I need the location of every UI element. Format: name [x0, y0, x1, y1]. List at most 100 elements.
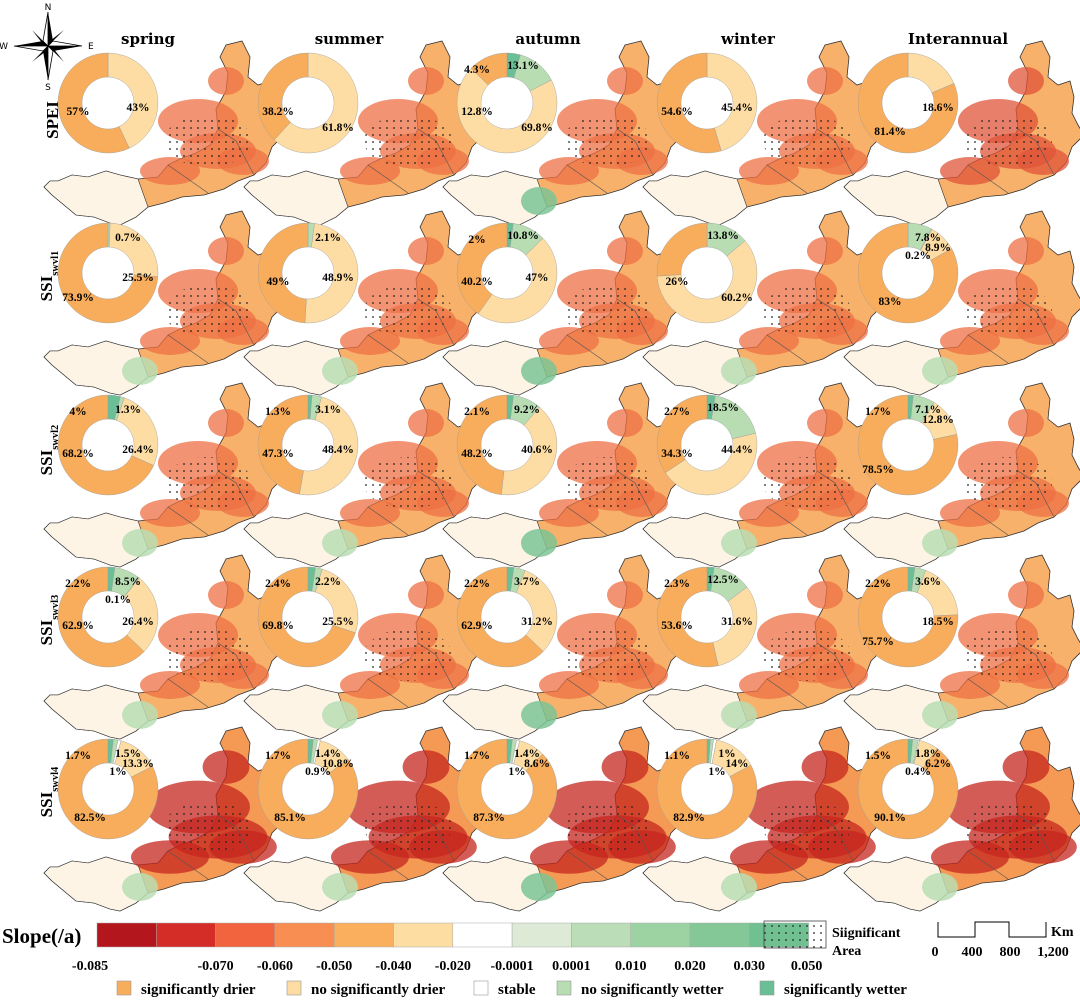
drying-hotspot — [539, 327, 599, 355]
donut-label-no-significantly-drier: 13.3% — [122, 758, 154, 770]
donut-slice-significantly-drier — [857, 394, 959, 496]
donut-label-significantly-drier: 81.4% — [874, 126, 906, 138]
province-boundary — [367, 850, 409, 880]
drying-hotspot — [1008, 409, 1044, 437]
arid-west-area — [642, 170, 748, 226]
panel-summer-row-1: 38.2% 61.8% — [243, 40, 485, 226]
compass-north-label: N — [45, 3, 52, 13]
arid-west-area — [43, 512, 149, 568]
province-boundary — [967, 164, 1009, 194]
region-map — [243, 382, 485, 568]
donut-label-significantly-drier: 38.2% — [262, 106, 294, 118]
region-map — [642, 726, 884, 912]
region-map — [43, 726, 285, 912]
panel-winter-row-5: 82.9% 14%1% 1% 1.1% — [642, 726, 884, 912]
colorbar-bin — [511, 922, 572, 948]
arid-west-area — [43, 684, 149, 740]
donut-label-stable: 0.1% — [105, 594, 131, 606]
drying-hotspot — [408, 581, 444, 609]
arid-west-area — [243, 340, 349, 396]
province-boundary — [616, 814, 654, 862]
donut-chart: 90.1% 6.2%0.4% 1.8% 1.5% — [857, 738, 959, 840]
legend-label-significantly-wetter: significantly wetter — [784, 982, 907, 998]
row-label-ssi-swvl1: SSIswvl1 — [37, 251, 61, 302]
donut-label-significantly-drier: 47.3% — [262, 448, 294, 460]
province-boundary — [967, 506, 1009, 536]
legend-label-stable: stable — [498, 982, 536, 998]
panel-interannual-row-3: 78.5% 12.8%7.1% 1.7% — [843, 382, 1080, 568]
compass-rose-icon: N S E W — [0, 3, 94, 93]
donut-label-significantly-drier: 83% — [879, 296, 902, 308]
drying-hotspot — [1008, 67, 1044, 95]
donut-label-no-significantly-drier: 14% — [726, 758, 749, 770]
region-map — [442, 210, 684, 396]
donut-label-no-significantly-wetter: 13.8% — [707, 230, 739, 242]
scale-bar-unit: Km — [1051, 925, 1074, 940]
donut-label-stable: 0.2% — [905, 250, 931, 262]
drying-hotspot — [940, 157, 1000, 185]
panel-interannual-row-4: 75.7% 18.5% 3.6% 2.2% — [843, 554, 1080, 740]
drying-hotspot — [1002, 750, 1050, 784]
province-boundary — [367, 506, 409, 536]
donut-label-significantly-wetter: 1.7% — [265, 750, 291, 762]
donut-chart: 48.2% 40.6% 9.2% 2.1% — [456, 394, 558, 496]
arid-west-area — [442, 512, 548, 568]
donut-label-no-significantly-drier: 60.2% — [721, 292, 753, 304]
colorbar-tick-label: 0.010 — [615, 959, 647, 974]
donut-slice-no-significantly-drier — [477, 238, 558, 324]
significant-stipple — [763, 285, 851, 337]
drying-hotspot — [607, 581, 643, 609]
donut-label-significantly-wetter: 1.7% — [65, 750, 91, 762]
drying-hotspot — [408, 409, 444, 437]
drying-hotspot — [202, 750, 250, 784]
drying-hotspot — [807, 67, 843, 95]
donut-label-significantly-drier: 48.2% — [461, 448, 493, 460]
significant-stipple — [763, 115, 851, 167]
province-boundary — [566, 506, 608, 536]
donut-label-significantly-wetter: 1.7% — [865, 406, 891, 418]
arid-west-area — [43, 340, 149, 396]
legend-swatch-no-significantly-wetter — [556, 980, 572, 996]
significant-area-label-line2: Area — [832, 944, 861, 959]
donut-slice-significantly-drier — [257, 52, 309, 141]
row-label-ssi-swvl4: SSIswvl4 — [37, 766, 61, 817]
donut-label-stable: 1% — [708, 766, 725, 778]
season-header-interannual: Interannual — [908, 30, 1008, 48]
donut-label-significantly-drier: 49% — [267, 276, 290, 288]
wetting-patch — [322, 701, 358, 729]
donut-chart: 12.8% 69.8% 13.1% 4.3% — [456, 52, 558, 154]
donut-slice-significantly-drier — [656, 566, 719, 668]
donut-slice-significantly-drier — [456, 738, 558, 840]
donut-label-significantly-drier: 69.8% — [262, 620, 294, 632]
donut-chart: 40.2% 47% 10.8% 2% — [456, 222, 558, 324]
scale-bar-tick-800: 800 — [1000, 945, 1021, 960]
drying-hotspot — [539, 157, 599, 185]
wetting-patch — [521, 873, 557, 901]
wetting-patch — [521, 701, 557, 729]
donut-label-significantly-drier: 68.2% — [62, 448, 94, 460]
significant-stipple — [763, 457, 851, 509]
wetting-patch — [922, 873, 958, 901]
colorbar-title: Slope(/a) — [2, 924, 81, 948]
significant-stipple — [364, 285, 452, 337]
donut-chart: 82.5% 13.3%1% 1.5% 1.7% — [57, 738, 159, 840]
donut-chart: 62.9% 31.2% 3.7% 2.2% — [456, 566, 558, 668]
drying-hotspot — [807, 409, 843, 437]
province-boundary — [1017, 814, 1055, 862]
arid-west-area — [843, 512, 949, 568]
donut-slice-significantly-drier — [656, 394, 708, 473]
significant-stipple — [364, 457, 452, 509]
donut-label-significantly-wetter: 2.2% — [865, 578, 891, 590]
panel-interannual-row-5: 90.1% 6.2%0.4% 1.8% 1.5% — [843, 726, 1080, 912]
drying-hotspot — [539, 499, 599, 527]
donut-slice-significantly-drier — [456, 222, 508, 315]
donut-slice-no-significantly-drier — [456, 68, 558, 154]
compass-west-label: W — [0, 42, 8, 52]
scale-bar-line — [937, 921, 1047, 938]
donut-label-no-significantly-drier: 25.5% — [322, 616, 354, 628]
significant-stipple — [964, 285, 1052, 337]
province-boundary — [367, 334, 409, 364]
donut-slice-no-significantly-drier — [500, 406, 558, 496]
donut-label-no-significantly-drier: 10.8% — [322, 758, 354, 770]
